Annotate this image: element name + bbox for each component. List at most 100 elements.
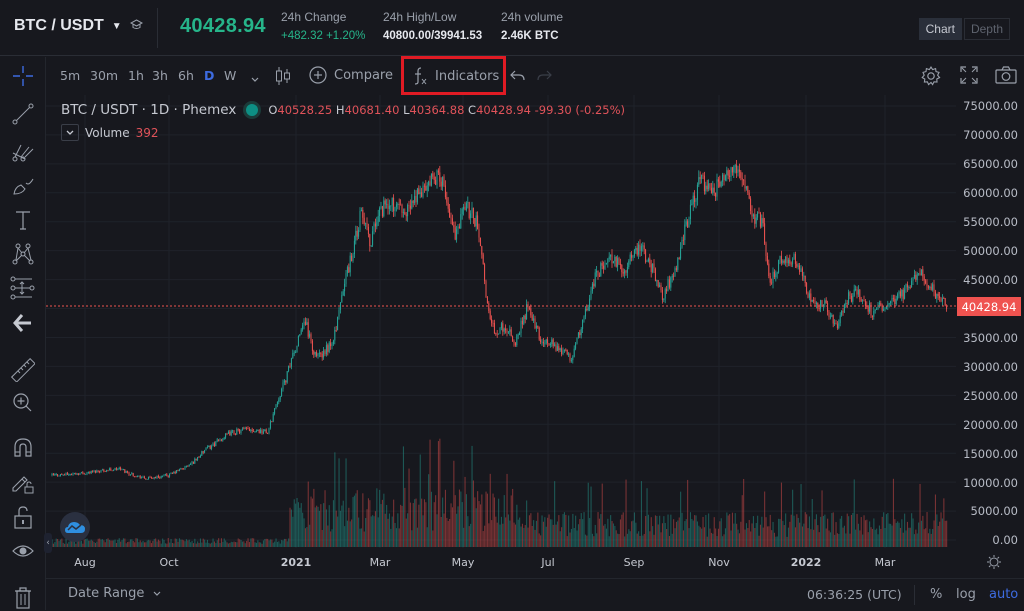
stat-value: +482.32 +1.20% [281,30,366,42]
y-tick: 45000.00 [963,273,1018,287]
caret-down-icon: ▼ [111,20,122,32]
collapse-legend-button[interactable] [61,124,79,141]
arrow-left-icon [13,314,31,332]
magnet-tool[interactable] [10,435,36,461]
y-tick: 10000.00 [963,476,1018,490]
timeframe-5m[interactable]: 5m [60,68,81,83]
y-tick: 55000.00 [963,215,1018,229]
lock-drawings-tool[interactable] [10,469,36,495]
drawing-tools-sidebar [0,57,46,610]
visibility-tool[interactable] [10,538,36,564]
pattern-icon [12,243,34,265]
zoom-in-icon [13,393,32,412]
log-scale-toggle[interactable]: log [956,587,976,602]
more-timeframes-chevron-icon[interactable] [250,69,260,88]
cloud-chart-icon [65,522,85,533]
timeframe-d[interactable]: D [204,68,215,83]
zoom-in-tool[interactable] [10,390,36,416]
date-range-dropdown[interactable]: Date Range [68,586,162,601]
forecast-measure-icon [10,276,35,300]
magnet-icon [14,438,32,457]
chart-grid [46,95,956,548]
timeframe-w[interactable]: W [224,68,237,83]
utc-clock[interactable]: 06:36:25 (UTC) [807,587,902,602]
crosshair-tool[interactable] [10,63,36,89]
x-tick: Aug [74,556,96,569]
lock-tool[interactable] [10,504,36,530]
brush-tool[interactable] [10,173,36,199]
pencil-lock-icon [12,476,34,494]
fullscreen-icon[interactable] [960,66,978,88]
remove-drawings-tool[interactable] [10,585,36,611]
indicators-label: Indicators [435,68,500,84]
text-tool[interactable] [10,207,36,233]
candles-chart-type-icon[interactable] [274,66,292,90]
x-tick: 2022 [790,556,822,569]
highlight-box [401,56,506,95]
pair-selector[interactable]: BTC / USDT ▼ [14,17,143,35]
timeframe-30m[interactable]: 30m [90,68,119,83]
text-icon [16,211,30,230]
volume-legend: Volume 392 [61,124,159,141]
unlock-icon [14,506,32,529]
plus-circle-icon [309,66,327,84]
price-axis[interactable]: 75000.00 70000.00 65000.00 60000.00 5500… [956,95,1024,548]
stat-label: 24h volume [501,10,564,24]
redo-icon[interactable] [536,68,552,87]
tab-depth[interactable]: Depth [963,18,1010,40]
timeframe-1h[interactable]: 1h [128,68,144,83]
y-tick: 60000.00 [963,186,1018,200]
indicators-button[interactable]: Indicators [412,66,499,86]
view-toggle: Chart Depth [918,18,1010,40]
close-value: 40428.94 [476,103,531,117]
compare-button[interactable]: Compare [309,66,393,84]
bottom-bar: Date Range 06:36:25 (UTC) % log auto [46,578,1024,610]
pattern-tool[interactable] [10,241,36,267]
brand-logo[interactable] [60,512,90,542]
y-tick: 0.00 [992,533,1018,547]
trend-line-tool[interactable] [10,101,36,127]
symbol-title: BTC / USDT · 1D · Phemex [61,102,237,118]
auto-scale-toggle[interactable]: auto [989,587,1019,602]
x-tick: Mar [874,556,896,569]
change-value: -99.30 (-0.25%) [534,103,625,117]
timeframe-6h[interactable]: 6h [178,68,194,83]
divider [914,585,915,605]
x-tick: 2021 [280,556,312,569]
ruler-tool[interactable] [10,357,36,383]
chevron-down-icon [66,130,74,135]
percent-scale-toggle[interactable]: % [930,587,943,602]
timeframe-3h[interactable]: 3h [152,68,168,83]
y-tick: 50000.00 [963,244,1018,258]
y-tick: 35000.00 [963,331,1018,345]
back-arrow-tool[interactable] [10,310,36,336]
undo-icon[interactable] [510,68,526,87]
stat-value: 40800.00/39941.53 [383,30,483,42]
y-tick: 75000.00 [963,99,1018,113]
scroll-left-handle[interactable]: ‹ [44,533,52,553]
compare-label: Compare [334,67,393,83]
tab-chart[interactable]: Chart [918,18,962,40]
stat-24h-high-low: 24h High/Low 40800.00/39941.53 [383,10,482,42]
trend-line-icon [12,103,34,125]
time-axis[interactable]: Aug Oct 2021 Mar May Jul Sep Nov 2022 Ma… [46,550,956,575]
price-chart-canvas[interactable] [46,95,956,548]
stat-value: 2.46K BTC [501,30,559,42]
axis-settings-icon[interactable] [986,554,1002,574]
y-tick: 25000.00 [963,389,1018,403]
ohlc-values: O40528.25 H40681.40 L40364.88 C40428.94 … [268,103,625,117]
crosshair-icon [13,66,33,86]
low-value: 40364.88 [409,103,465,117]
x-tick: Mar [369,556,391,569]
settings-gear-icon[interactable] [920,65,942,91]
market-header: BTC / USDT ▼ 40428.94 24h Change +482.32… [0,0,1024,56]
measure-tool[interactable] [10,275,36,301]
pitchfork-tool[interactable] [10,138,36,164]
candlesticks [51,160,948,480]
market-status-dot [246,104,259,116]
camera-screenshot-icon[interactable] [995,66,1017,88]
brush-icon [13,178,34,195]
open-value: 40528.25 [277,103,333,117]
graduation-cap-icon[interactable] [129,18,143,34]
y-tick: 30000.00 [963,360,1018,374]
